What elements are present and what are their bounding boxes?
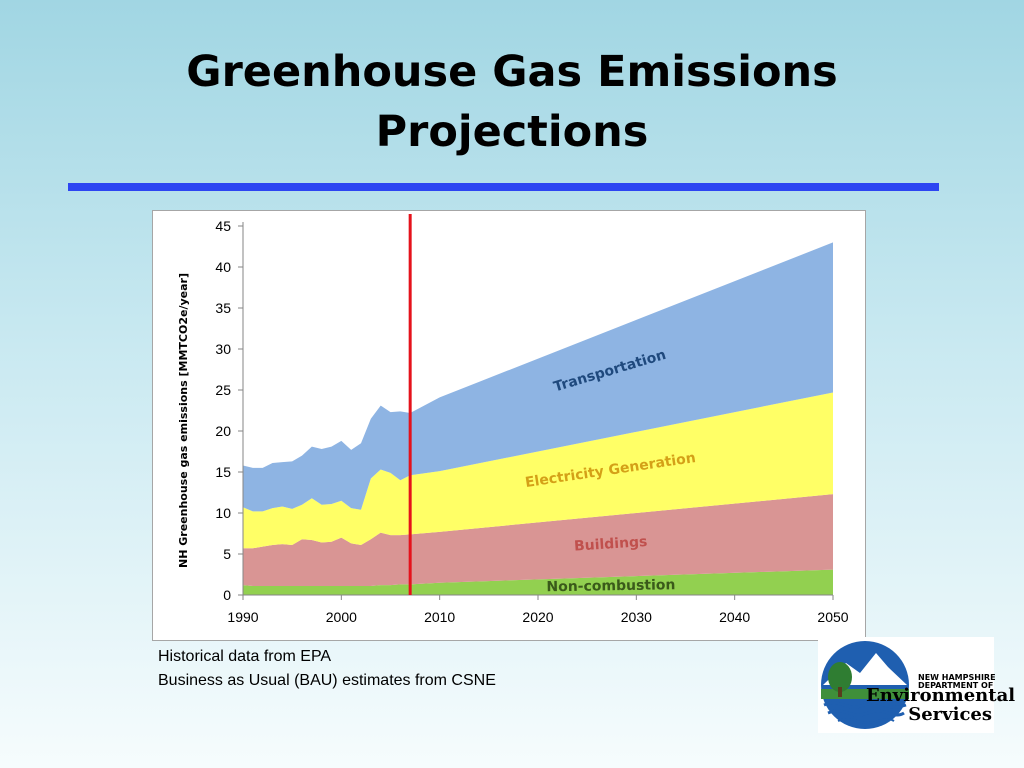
y-tick-label: 20 — [215, 423, 231, 439]
logo-text-department: DEPARTMENT OF — [918, 681, 994, 690]
y-axis-label: NH Greenhouse gas emissions [MMTCO2e/yea… — [177, 273, 190, 568]
y-tick-label: 40 — [215, 259, 231, 275]
area-buildings — [243, 494, 833, 586]
y-tick-label: 45 — [215, 218, 231, 234]
series-label-non-combustion: Non-combustion — [546, 577, 675, 595]
logo-tree — [828, 662, 852, 692]
slide-title-line-2: Projections — [375, 107, 649, 157]
emissions-chart-svg: 0 5 10 15 20 25 30 35 40 45 1990 2000 2010 2020 2030 20… — [177, 214, 849, 625]
area-non-combustion — [243, 569, 833, 595]
logo-water-wave-3 — [837, 718, 895, 724]
y-tick-label: 15 — [215, 464, 231, 480]
x-tick-label: 2030 — [621, 609, 652, 625]
logo-text-environmental: Environmental — [866, 685, 1016, 706]
title-underline — [68, 183, 939, 191]
area-transportation — [243, 242, 833, 512]
logo-text-state: NEW HAMPSHIRE — [918, 673, 996, 682]
y-tick-label: 10 — [215, 505, 231, 521]
x-tick-label: 2040 — [719, 609, 750, 625]
y-tick-label: 35 — [215, 300, 231, 316]
emissions-chart: 0 5 10 15 20 25 30 35 40 45 1990 2000 2010 2020 2030 20… — [152, 210, 866, 641]
caption-source-historical: Historical data from EPA — [158, 648, 332, 665]
series-label-buildings: Buildings — [574, 534, 648, 555]
nh-des-logo: NEW HAMPSHIRE DEPARTMENT OF Environmenta… — [818, 637, 1016, 733]
y-tick-label: 0 — [223, 587, 231, 603]
area-electricity-generation — [243, 392, 833, 549]
x-tick-label: 1990 — [227, 609, 258, 625]
nh-des-emblem — [821, 641, 909, 729]
logo-water-wave-2 — [827, 709, 905, 717]
y-tick-label: 30 — [215, 341, 231, 357]
slide-title-line-1: Greenhouse Gas Emissions — [186, 47, 838, 97]
slide-title: Greenhouse Gas Emissions Projections — [0, 42, 1024, 162]
x-tick-label: 2020 — [522, 609, 553, 625]
x-tick-label: 2050 — [817, 609, 848, 625]
x-tick-label: 2000 — [326, 609, 357, 625]
y-tick-label: 25 — [215, 382, 231, 398]
logo-water-wave-1 — [823, 701, 907, 709]
logo-tree-trunk — [838, 687, 842, 697]
x-tick-label: 2010 — [424, 609, 455, 625]
logo-text-services: Services — [908, 704, 992, 725]
caption-source-projection: Business as Usual (BAU) estimates from C… — [158, 672, 496, 689]
y-tick-label: 5 — [223, 546, 231, 562]
